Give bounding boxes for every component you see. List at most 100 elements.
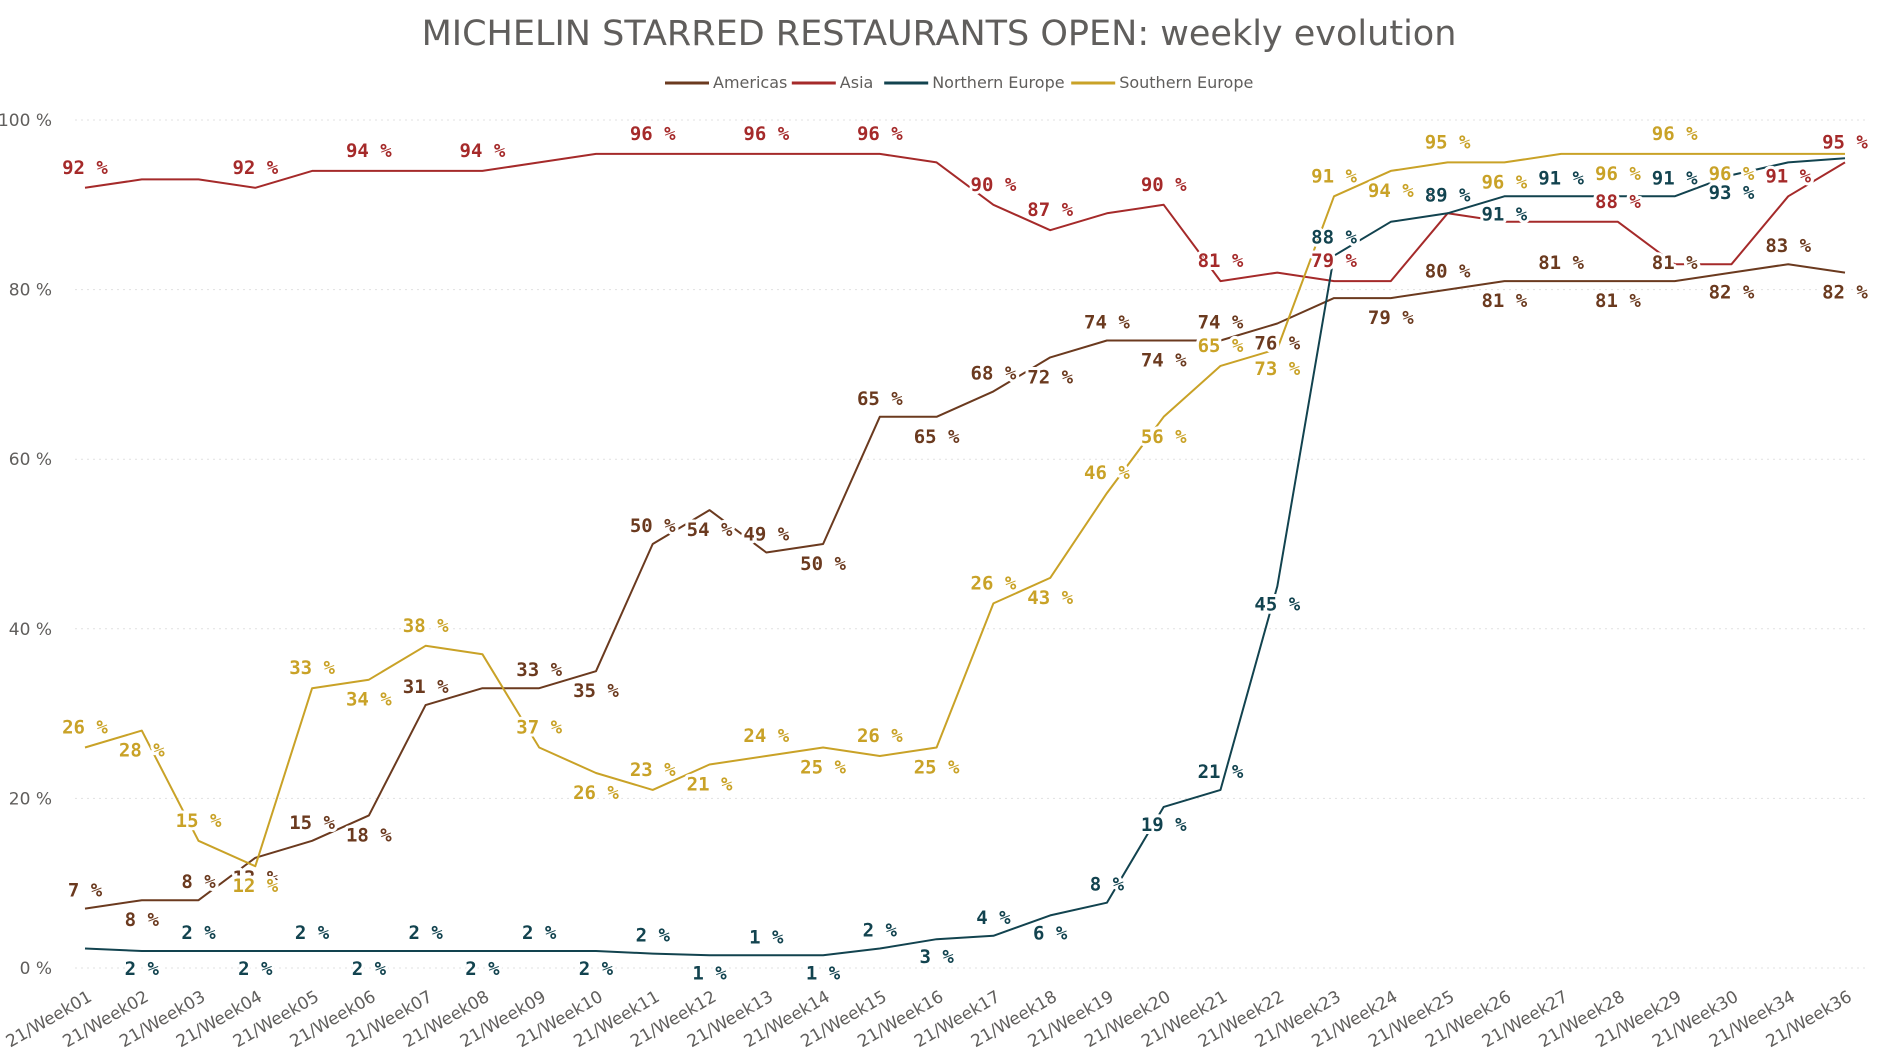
data-label-halo: 2 % [295,922,330,944]
data-label: 1 % [806,962,841,984]
data-label: 13 % [232,867,278,889]
data-label-halo: 83 % [1765,235,1811,257]
data-label: 91 % [1538,167,1584,189]
data-label: 91 % [1481,203,1527,225]
data-label-halo: 87 % [1027,199,1073,221]
data-label: 15 % [176,810,222,832]
legend-label: Asia [840,73,874,92]
data-label-halo: 82 % [1709,282,1755,304]
data-label-halo: 26 % [857,725,903,747]
data-label: 1 % [749,926,784,948]
data-label-halo: 34 % [346,689,392,711]
data-label: 87 % [1027,199,1073,221]
data-label-halo: 8 % [1090,874,1125,896]
data-label-halo: 21 % [1198,761,1244,783]
data-label: 33 % [516,659,562,681]
data-label: 50 % [630,515,676,537]
data-label-halo: 91 % [1311,165,1357,187]
data-label-halo: 74 % [1198,311,1244,333]
data-label: 90 % [971,174,1017,196]
data-label-halo: 80 % [1425,261,1471,283]
data-label: 65 % [857,388,903,410]
data-label: 3 % [919,946,954,968]
data-label-halo: 26 % [62,717,108,739]
data-label-halo: 88 % [1311,227,1357,249]
data-label: 68 % [971,362,1017,384]
data-label: 81 % [1481,290,1527,312]
data-label: 2 % [863,919,898,941]
data-label-halo: 96 % [1481,171,1527,193]
data-label: 81 % [1595,290,1641,312]
data-label: 92 % [62,157,108,179]
data-label-halo: 50 % [800,553,846,575]
data-label-halo: 68 % [971,362,1017,384]
y-tick-label: 100 % [0,111,52,131]
data-label: 19 % [1141,814,1187,836]
data-label: 31 % [403,676,449,698]
data-label-halo: 82 % [1822,282,1868,304]
data-label: 12 % [232,875,278,897]
data-label-halo: 90 % [971,174,1017,196]
data-label-halo: 8 % [125,909,160,931]
data-label-halo: 2 % [465,958,500,980]
data-label-halo: 2 % [125,958,160,980]
data-label: 88 % [1595,191,1641,213]
data-label: 79 % [1368,307,1414,329]
data-label: 2 % [125,958,160,980]
data-label-halo: 96 % [1709,163,1755,185]
data-label-halo: 3 % [919,946,954,968]
data-label-halo: 90 % [1141,174,1187,196]
data-label: 91 % [1652,167,1698,189]
data-label-halo: 89 % [1425,182,1471,204]
data-label-halo: 7 % [68,880,103,902]
data-label: 2 % [238,958,273,980]
data-label-halo: 21 % [687,773,733,795]
data-label-halo: 45 % [1254,593,1300,615]
data-label-halo: 72 % [1027,366,1073,388]
y-tick-label: 0 % [20,959,52,979]
data-label-halo: 46 % [1084,462,1130,484]
data-label: 21 % [1198,761,1244,783]
legend-label: Southern Europe [1119,73,1253,92]
legend[interactable]: Americas Asia Northern Europe Southern Euro… [665,73,1253,92]
data-label: 24 % [743,725,789,747]
data-labels: 7 %7 %8 %8 %8 %8 % 13 %13 %15 %15 %18 %18… [59,120,1871,987]
data-label-halo: 6 % [1033,922,1068,944]
data-label: 2 % [636,925,671,947]
data-label: 91 % [1765,165,1811,187]
data-label: 33 % [289,657,335,679]
data-label: 8 % [181,871,216,893]
data-label: 88 % [1311,227,1357,249]
data-label: 80 % [1425,261,1471,283]
data-label: 96 % [1595,163,1641,185]
data-label-halo: 15 % [289,812,335,834]
data-label-halo: 1 % [806,962,841,984]
data-label-halo: 15 % [176,810,222,832]
data-label: 81 % [1198,250,1244,272]
data-label: 2 % [181,922,216,944]
legend-item[interactable]: Americas [665,73,787,92]
data-label-halo: 79 % [1368,307,1414,329]
data-label: 4 % [976,907,1011,929]
data-label: 95 % [1822,131,1868,153]
data-label: 83 % [1765,235,1811,257]
data-label: 81 % [1538,252,1584,274]
data-label-halo: 2 % [579,958,614,980]
legend-item[interactable]: Southern Europe [1071,73,1253,92]
data-label: 91 % [1311,165,1357,187]
data-label: 56 % [1141,426,1187,448]
data-label: 72 % [1027,366,1073,388]
data-label-halo: 95 % [1425,131,1471,153]
data-label: 73 % [1254,358,1300,380]
legend-item[interactable]: Asia [791,73,874,92]
data-label-halo: 1 % [692,962,727,984]
data-label-halo: 81 % [1481,290,1527,312]
data-label: 89 % [1425,182,1471,204]
data-label-halo: 1 % [749,926,784,948]
data-label: 21 % [687,773,733,795]
legend-item[interactable]: Northern Europe [884,73,1065,92]
data-label-halo: 54 % [687,519,733,541]
data-label: 2 % [579,958,614,980]
